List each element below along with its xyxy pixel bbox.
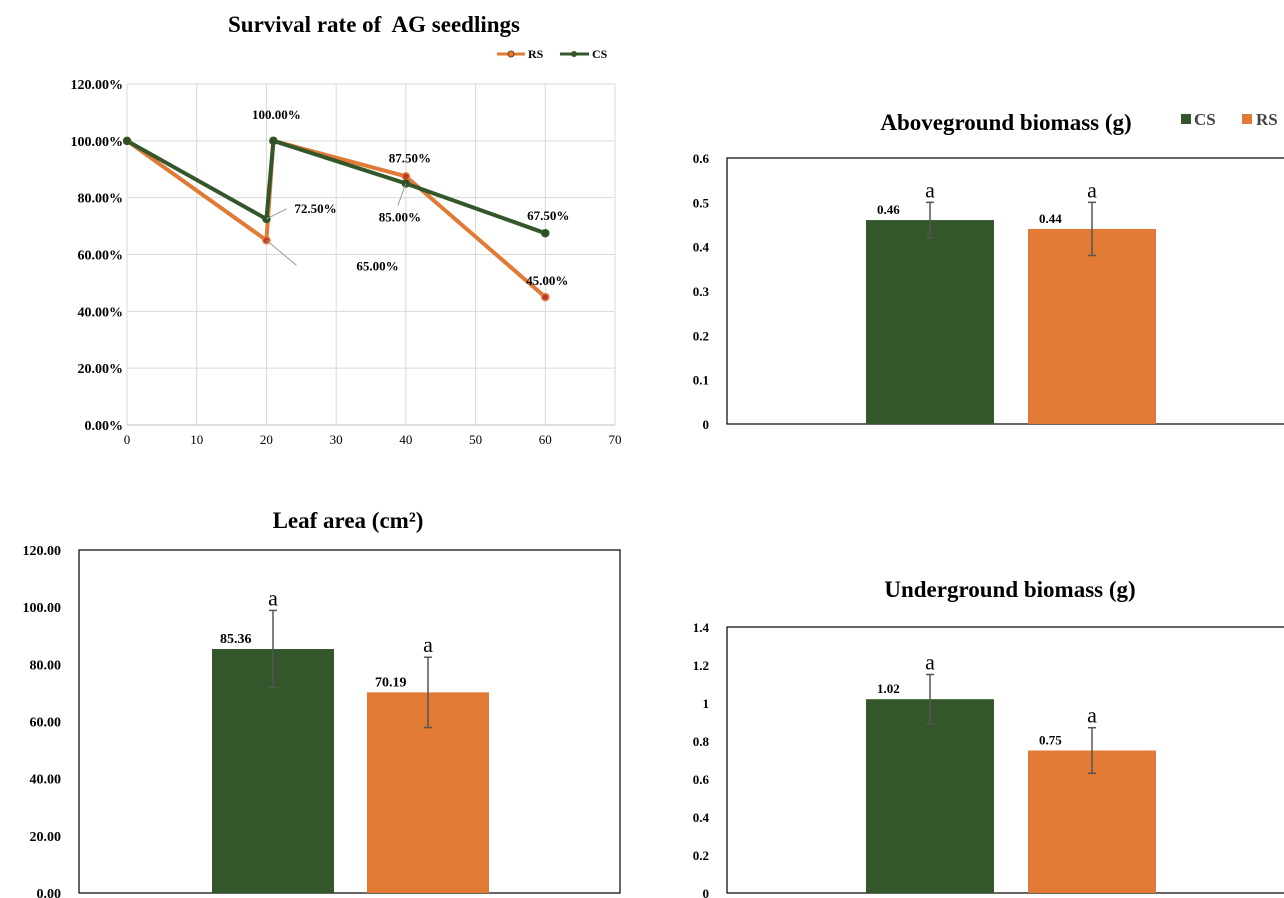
- y-tick-label: 20.00: [30, 830, 62, 845]
- data-label-rs: 65.00%: [356, 258, 398, 273]
- x-tick-label: 50: [469, 432, 482, 447]
- bar-rs: [1028, 750, 1156, 893]
- y-tick-label: 0.00%: [85, 419, 124, 434]
- legend-marker-rs: [507, 50, 515, 58]
- significance-letter: a: [925, 650, 935, 675]
- y-tick-label: 0.00: [37, 887, 62, 898]
- plot-frame: [78, 549, 621, 894]
- leaf-area-plot: 0.00 20.00 40.00 60.00 80.00 100.00 120.00 a 85.…: [23, 544, 621, 898]
- significance-letter: a: [925, 177, 935, 202]
- legend-swatch-rs: [1242, 114, 1252, 124]
- data-label-rs: 45.00%: [526, 273, 568, 288]
- y-tick-label: 0.6: [693, 151, 710, 166]
- data-label-cs: 67.50%: [527, 208, 569, 223]
- label-leader-line: [266, 208, 287, 220]
- bar-value-label: 0.75: [1039, 733, 1062, 748]
- data-point-cs: [269, 136, 278, 146]
- y-tick-label: 100.00%: [71, 135, 124, 150]
- bar-value-label: 70.19: [375, 675, 407, 690]
- bar-rs: [1028, 228, 1156, 424]
- survival-tick-labels: 0 10 20 30 40 50 60 70 0.00% 20.00% 40.00% 60.00% 80…: [71, 78, 622, 447]
- aboveground-title: Aboveground biomass (g): [880, 110, 1131, 135]
- y-tick-label: 1.4: [693, 620, 710, 635]
- y-tick-label: 80.00%: [78, 192, 124, 207]
- plot-frame: [726, 626, 1284, 894]
- x-tick-label: 40: [399, 432, 412, 447]
- y-tick-label: 120.00: [23, 544, 62, 559]
- label-leader-line: [397, 183, 407, 206]
- aboveground-chart: Aboveground biomass (g) CS RS 0 0.1 0.2 0.3…: [693, 110, 1284, 432]
- data-point-cs: [541, 228, 550, 238]
- x-tick-label: 20: [260, 432, 273, 447]
- significance-letter: a: [1087, 703, 1097, 728]
- label-leader-line: [266, 239, 297, 266]
- y-tick-label: 0.1: [693, 373, 709, 388]
- data-label-rs: 87.50%: [389, 150, 431, 165]
- x-tick-label: 70: [609, 432, 622, 447]
- y-tick-label: 40.00: [30, 773, 62, 788]
- legend-label-cs: CS: [592, 47, 608, 61]
- y-tick-label: 0.8: [693, 734, 710, 749]
- y-tick-label: 1.2: [693, 658, 709, 673]
- bar-cs: [866, 699, 994, 893]
- legend-marker-cs: [571, 51, 577, 57]
- legend-swatch-cs: [1181, 114, 1191, 124]
- legend-label-rs: RS: [1256, 110, 1278, 129]
- y-tick-label: 100.00: [23, 601, 62, 616]
- y-tick-label: 0.4: [693, 240, 710, 255]
- significance-letter: a: [423, 632, 433, 657]
- survival-gridlines: [126, 83, 616, 426]
- y-tick-label: 0: [703, 417, 710, 432]
- y-tick-label: 1: [703, 696, 710, 711]
- y-tick-label: 0: [703, 886, 710, 898]
- data-label-cs: 85.00%: [379, 209, 421, 224]
- data-point-rs: [401, 172, 411, 181]
- data-label-cs: 72.50%: [294, 201, 336, 216]
- y-tick-label: 0.5: [693, 195, 710, 210]
- y-tick-label: 0.6: [693, 772, 710, 787]
- significance-letter: a: [268, 585, 278, 610]
- aboveground-plot: 0 0.1 0.2 0.3 0.4 0.5 0.6 a 0.46 a 0.44: [693, 151, 1284, 432]
- y-tick-label: 60.00%: [78, 249, 124, 264]
- plot-frame: [726, 157, 1284, 425]
- y-tick-label: 60.00: [30, 716, 62, 731]
- legend-label-cs: CS: [1194, 110, 1216, 129]
- bar-value-label: 85.36: [220, 632, 252, 647]
- bar-value-label: 0.44: [1039, 211, 1062, 226]
- x-tick-label: 10: [190, 432, 203, 447]
- x-tick-label: 30: [330, 432, 343, 447]
- aboveground-legend: CS RS: [1181, 110, 1278, 129]
- significance-letter: a: [1087, 177, 1097, 202]
- data-point-rs: [541, 292, 550, 302]
- underground-plot: 0 0.2 0.4 0.6 0.8 1 1.2 1.4 a 1.02 a 0.75: [693, 620, 1284, 898]
- bar-value-label: 1.02: [877, 681, 900, 696]
- survival-chart: Survival rate of AG seedlings RS CS 0 10 2…: [71, 12, 622, 447]
- underground-chart: Underground biomass (g) 0 0.2 0.4 0.6 0.8 1 1.…: [693, 577, 1284, 898]
- bar-cs: [212, 649, 334, 893]
- data-label-cs: 100.00%: [252, 107, 301, 122]
- leaf-area-title: Leaf area (cm²): [273, 508, 424, 533]
- y-tick-label: 0.2: [693, 848, 709, 863]
- bar-value-label: 0.46: [877, 202, 900, 217]
- y-tick-label: 120.00%: [71, 78, 124, 93]
- y-tick-label: 20.00%: [78, 362, 124, 377]
- x-tick-label: 0: [124, 432, 131, 447]
- legend-label-rs: RS: [528, 47, 544, 61]
- y-tick-label: 40.00%: [78, 305, 124, 320]
- y-tick-label: 0.3: [693, 284, 710, 299]
- survival-series: 65.00% 87.50% 45.00% 72.50% 100.00% 85.00% 67.…: [122, 107, 569, 302]
- survival-legend: RS CS: [497, 47, 608, 61]
- y-tick-label: 0.2: [693, 328, 709, 343]
- y-tick-label: 80.00: [30, 658, 62, 673]
- y-tick-label: 0.4: [693, 810, 710, 825]
- bar-cs: [866, 220, 994, 424]
- data-point-cs: [122, 136, 132, 146]
- underground-title: Underground biomass (g): [884, 577, 1135, 602]
- x-tick-label: 60: [539, 432, 552, 447]
- leaf-area-chart: Leaf area (cm²) 0.00 20.00 40.00 60.00 80.00…: [23, 508, 621, 898]
- survival-title: Survival rate of AG seedlings: [228, 12, 520, 37]
